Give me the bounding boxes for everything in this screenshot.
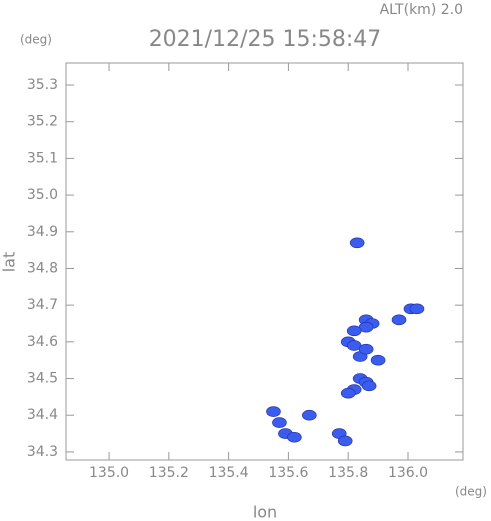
x-tick-label: 135.6: [268, 465, 308, 481]
echo: [266, 406, 281, 417]
chart-title: 2021/12/25 15:58:47: [149, 27, 382, 52]
altitude-label: ALT(km) 2.0: [380, 2, 463, 18]
y-axis-label: lat: [0, 252, 19, 273]
echo: [361, 380, 377, 392]
echo: [302, 409, 317, 421]
echo: [409, 303, 425, 315]
echo: [272, 417, 287, 428]
echo: [287, 431, 302, 443]
x-tick-label: 135.4: [209, 465, 249, 481]
y-tick-label: 34.9: [27, 224, 58, 240]
echo: [391, 314, 407, 326]
y-tick-label: 35.1: [27, 150, 58, 166]
echo: [370, 354, 386, 366]
y-unit: (deg): [20, 33, 52, 47]
x-axis-label: lon: [253, 503, 277, 521]
y-tick-label: 34.4: [27, 407, 58, 423]
y-tick-label: 35.2: [27, 114, 58, 130]
x-tick-label: 135.8: [328, 465, 368, 481]
y-tick-label: 34.3: [27, 444, 58, 460]
y-tick-label: 34.5: [27, 371, 58, 387]
x-tick-label: 135.2: [149, 465, 189, 481]
y-tick-label: 34.7: [27, 297, 58, 313]
y-tick-label: 34.8: [27, 260, 58, 276]
echo: [346, 325, 362, 337]
y-tick-label: 35.3: [27, 77, 58, 93]
echo: [340, 387, 356, 399]
x-tick-label: 135.0: [89, 465, 129, 481]
echo: [358, 343, 374, 355]
x-tick-label: 136.0: [388, 465, 428, 481]
plot-frame: [65, 62, 464, 461]
y-tick-label: 35.0: [27, 187, 58, 203]
x-unit: (deg): [455, 485, 487, 499]
y-tick-label: 34.6: [27, 334, 58, 350]
echo: [337, 435, 353, 447]
echo: [349, 237, 365, 249]
